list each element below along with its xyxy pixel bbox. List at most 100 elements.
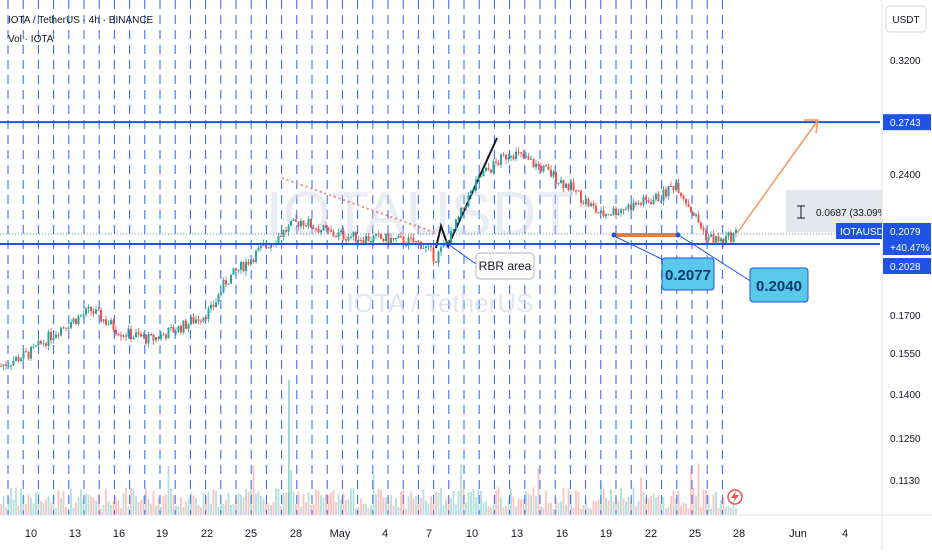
volume-bar xyxy=(735,508,737,515)
candle-body xyxy=(475,179,477,191)
projection-arrowhead xyxy=(804,119,819,134)
volume-bar xyxy=(305,502,307,515)
candle-body xyxy=(727,232,730,237)
time-tick: 22 xyxy=(201,528,213,540)
candle-body xyxy=(385,233,387,242)
candle-body xyxy=(570,182,572,191)
volume-bar xyxy=(702,489,705,515)
candle-body xyxy=(217,294,220,303)
time-tick: 25 xyxy=(245,528,257,540)
volume-bar xyxy=(162,495,165,515)
volume-bar xyxy=(150,503,152,515)
candle-body xyxy=(112,320,115,330)
candle-body xyxy=(255,250,257,263)
candle-body xyxy=(730,232,732,243)
volume-bar xyxy=(652,493,655,515)
volume-bar xyxy=(222,503,225,515)
candle-body xyxy=(77,316,80,324)
candle-body xyxy=(625,208,627,210)
candle-body xyxy=(515,151,517,160)
volume-bar xyxy=(717,508,720,515)
volume-bar xyxy=(655,497,657,515)
candle-body xyxy=(55,334,57,338)
volume-bar xyxy=(372,473,375,515)
price-tick: 0.1130 xyxy=(890,476,920,487)
volume-bar xyxy=(512,496,515,515)
candle-body xyxy=(400,236,402,238)
resistance-tag: 0.2743 xyxy=(890,118,921,129)
candle-body xyxy=(592,203,595,206)
volume-bar xyxy=(180,497,182,515)
candle-body xyxy=(405,244,407,247)
volume-bar xyxy=(445,498,447,515)
volume-bar xyxy=(422,489,425,515)
watermark-ticker: IOTAUSDT xyxy=(266,180,575,249)
candle-body xyxy=(690,206,692,213)
volume-bar xyxy=(387,497,390,515)
symbol-header[interactable]: IOTA / TetherUS · 4h · BINANCE xyxy=(8,15,154,26)
candle-body xyxy=(427,245,430,247)
volume-bar xyxy=(577,491,580,515)
volume-header[interactable]: Vol · IOTA xyxy=(8,34,54,45)
candle-body xyxy=(72,318,75,323)
volume-bar xyxy=(15,487,17,515)
volume-bar xyxy=(17,505,20,515)
candle-body xyxy=(182,320,185,333)
candle-body xyxy=(137,332,140,335)
candle-body xyxy=(140,334,142,337)
candle-body xyxy=(237,269,240,271)
candle-body xyxy=(362,240,365,244)
volume-bar xyxy=(10,487,12,515)
candle-body xyxy=(667,186,670,197)
candle-body xyxy=(365,235,367,244)
candle-body xyxy=(92,311,95,314)
volume-bar xyxy=(292,491,295,515)
volume-bar xyxy=(82,498,85,515)
volume-bar xyxy=(370,505,372,515)
volume-bar xyxy=(107,501,110,515)
candle-body xyxy=(120,335,122,337)
candle-body xyxy=(302,220,305,226)
volume-bar xyxy=(192,495,195,515)
volume-bar xyxy=(187,498,190,515)
volume-bar xyxy=(540,506,542,515)
volume-bar xyxy=(172,495,175,515)
candle-body xyxy=(330,229,332,232)
time-tick: 28 xyxy=(733,528,745,540)
change-tag: +40.47% xyxy=(890,243,930,254)
candle-body xyxy=(580,190,582,203)
volume-bar xyxy=(720,500,722,515)
volume-bar xyxy=(127,507,130,515)
volume-bar xyxy=(142,495,145,515)
candle-body xyxy=(30,347,32,359)
callout-box xyxy=(661,257,715,291)
volume-bar xyxy=(580,508,582,515)
candle-body xyxy=(162,334,165,336)
volume-bar xyxy=(320,494,322,515)
candle-body xyxy=(7,365,10,367)
volume-bar xyxy=(340,499,342,515)
candle-body xyxy=(100,310,102,322)
time-tick: 10 xyxy=(25,528,37,540)
candle-body xyxy=(252,259,255,263)
volume-bar xyxy=(730,507,732,515)
candle-body xyxy=(507,157,510,160)
marker-point xyxy=(675,232,681,238)
volume-bar xyxy=(42,503,45,515)
volume-bar xyxy=(195,498,197,515)
volume-bar xyxy=(657,494,660,515)
volume-bar xyxy=(425,500,427,515)
candle-body xyxy=(90,306,92,312)
volume-bar xyxy=(642,492,645,515)
volume-bar xyxy=(220,503,222,515)
volume-bar xyxy=(582,504,585,515)
candle-body xyxy=(352,231,355,237)
volume-bar xyxy=(362,503,365,515)
volume-bar xyxy=(255,493,257,515)
trend-lines xyxy=(281,137,498,249)
candle-body xyxy=(37,340,40,346)
candle-body xyxy=(380,234,382,239)
time-tick: 7 xyxy=(426,528,432,540)
